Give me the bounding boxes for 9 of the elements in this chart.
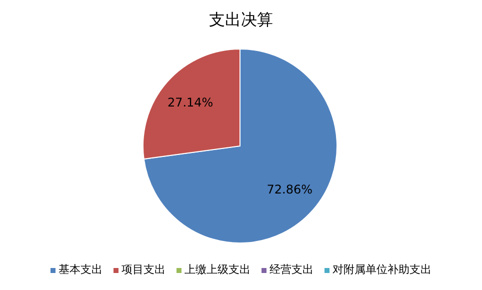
legend-label: 上缴上级支出 (184, 263, 250, 276)
legend-label: 基本支出 (58, 263, 102, 276)
legend-label: 经营支出 (270, 263, 314, 276)
legend-label: 对附属单位补助支出 (332, 263, 432, 276)
pie-slice (143, 48, 338, 244)
legend-label: 项目支出 (122, 263, 166, 276)
data-label: 27.14% (167, 96, 214, 110)
data-label: 72.86% (266, 182, 313, 196)
chart-title: 支出决算 (209, 10, 273, 29)
